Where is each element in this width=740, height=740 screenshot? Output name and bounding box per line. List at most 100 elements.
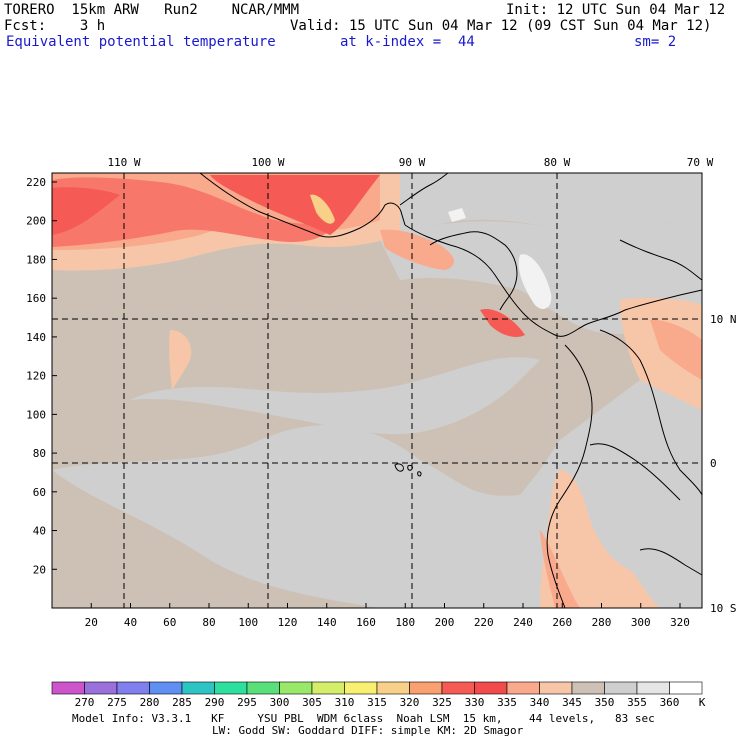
x-tick-label: 80 [202,616,215,629]
colorbar-level-label: 360 [660,696,680,709]
colorbar-level-label: 340 [530,696,550,709]
x-tick-label: 100 [238,616,258,629]
colorbar-level-label: 310 [335,696,355,709]
hot-spot-yellow [310,194,335,224]
lon-label-90w: 90 W [399,156,426,169]
colorbar-swatch [539,681,573,695]
colorbar-swatch [246,681,280,695]
colorbar-swatch [506,681,540,695]
init-time: Init: 12 UTC Sun 04 Mar 12 [506,2,726,18]
warm-patch-offshore [169,330,192,390]
colorbar: 270 275 280 285 290 295 300 305 310 315 320 325 330 3… [51,681,706,709]
colorbar-swatch [409,681,443,695]
map-panel [51,172,703,609]
x-tick-label: 140 [317,616,337,629]
colorbar-unit: K [699,696,706,709]
lon-label-80w: 80 W [544,156,571,169]
y-tick-label: 200 [26,215,46,228]
y-tick-label: 220 [26,176,46,189]
y-tick-label: 80 [33,447,46,460]
colorbar-level-label: 355 [627,696,647,709]
warm-land-colombia [620,297,702,410]
colorbar-level-label: 335 [497,696,517,709]
hot-spot-costa-rica [480,309,525,337]
white-patch-caribbean [518,254,552,310]
coastline-central-america-pacific [404,224,703,337]
colorbar-swatch [376,681,410,695]
warm-land-andes [540,470,660,608]
neutral-region-southwest [52,470,380,608]
colorbar-level-label: 325 [432,696,452,709]
physics-info: LW: Godd SW: Goddard DIFF: simple KM: 2D… [212,724,524,737]
colorbar-swatch [181,681,215,695]
x-tick-label: 200 [435,616,455,629]
colorbar-swatch [116,681,150,695]
y-tick-label: 120 [26,370,46,383]
y-tick-label: 100 [26,408,46,421]
colorbar-swatch [571,681,605,695]
colorbar-level-label: 290 [205,696,225,709]
colorbar-swatch [604,681,638,695]
x-tick-label: 160 [356,616,376,629]
colorbar-swatch [474,681,508,695]
colorbar-level-label: 345 [562,696,582,709]
warm-band-strong [52,177,330,247]
y-tick-label: 60 [33,486,46,499]
warm-land-venezuela [650,319,702,380]
lon-label-100w: 100 W [251,156,284,169]
colorbar-level-label: 280 [140,696,160,709]
colorbar-swatch [279,681,313,695]
y-tick-label: 160 [26,292,46,305]
colorbar-swatch [441,681,475,695]
coastline-mexico-pacific [199,172,406,238]
colorbar-swatch [214,681,248,695]
x-tick-label: 180 [395,616,415,629]
x-tick-label: 220 [474,616,494,629]
x-tick-label: 240 [513,616,533,629]
x-tick-label: 260 [552,616,572,629]
model-title: TORERO 15km ARW Run2 NCAR/MMM [4,2,300,18]
colorbar-level-label: 285 [172,696,192,709]
level-index: at k-index = 44 [340,34,475,50]
border-peru-brazil [639,548,703,576]
x-tick-label: 300 [631,616,651,629]
colorbar-swatch [344,681,378,695]
hot-core-west [52,187,120,235]
model-info: Model Info: V3.3.1 KF YSU PBL WDM 6class… [72,712,655,725]
cool-region-gulf [400,173,702,240]
galapagos-islands [394,463,422,477]
lat-label-10s: 10 S [710,602,737,615]
colorbar-swatch [51,681,85,695]
warm-land-guatemala [380,229,455,270]
coastline-south-america-pacific [546,344,593,609]
coastline-honduras [429,231,518,311]
x-tick-label: 280 [592,616,612,629]
colorbar-level-label: 305 [302,696,322,709]
coastline-yucatan [399,172,449,206]
geo-labels: 110 W 100 W 90 W 80 W 70 W 10 N 0 10 S [107,156,736,615]
border-ecuador-peru [589,443,681,501]
cool-region-south [52,360,702,608]
x-axis-ticks: 20 40 60 80 100 120 140 160 180 200 220 240 260 280 30… [85,603,690,629]
colorbar-level-label: 320 [400,696,420,709]
lon-label-110w: 110 W [107,156,140,169]
colorbar-level-label: 300 [270,696,290,709]
x-tick-label: 40 [124,616,137,629]
colorbar-level-label: 270 [75,696,95,709]
forecast-hour: Fcst: 3 h [4,18,106,34]
border-colombia-ecuador [599,329,703,496]
colorbar-swatch [311,681,345,695]
x-tick-label: 320 [670,616,690,629]
lat-label-10n: 10 N [710,313,737,326]
warm-coast-peru [540,530,580,608]
colorbar-swatch [149,681,183,695]
field-name: Equivalent potential temperature [6,34,276,50]
hot-core-coast [210,175,380,235]
y-tick-label: 140 [26,331,46,344]
y-tick-label: 20 [33,563,46,576]
colorbar-swatch [84,681,118,695]
colorbar-level-label: 275 [107,696,127,709]
smoothing-value: sm= 2 [634,34,677,50]
x-tick-label: 120 [278,616,298,629]
